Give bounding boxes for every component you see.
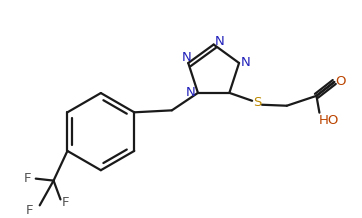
Text: HO: HO [319, 114, 340, 127]
Text: S: S [253, 96, 261, 109]
Text: O: O [335, 75, 345, 89]
Text: F: F [26, 204, 34, 217]
Text: N: N [215, 35, 224, 48]
Text: N: N [181, 51, 191, 64]
Text: N: N [241, 56, 251, 70]
Text: F: F [24, 172, 31, 185]
Text: N: N [186, 86, 196, 99]
Text: F: F [62, 196, 69, 209]
